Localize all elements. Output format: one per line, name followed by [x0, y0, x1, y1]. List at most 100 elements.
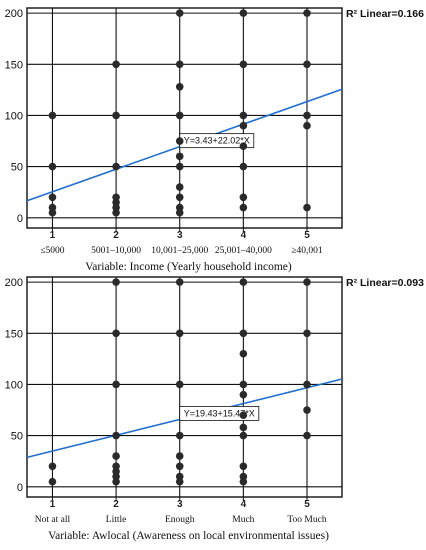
data-point: [175, 462, 184, 471]
data-point: [175, 452, 184, 460]
data-point: [112, 380, 120, 389]
r-squared-label: R² Linear=0.166: [346, 8, 424, 20]
plot-frame: [26, 7, 343, 229]
data-point: [239, 390, 248, 399]
data-point: [239, 462, 248, 471]
data-point: [48, 462, 57, 471]
data-point: [239, 203, 248, 212]
data-point: [303, 203, 311, 212]
x-tick-number: 1: [50, 230, 56, 241]
data-point: [175, 477, 184, 486]
data-point: [48, 208, 57, 217]
data-point: [239, 329, 248, 338]
y-tick-label: 100: [5, 379, 23, 391]
data-point: [175, 9, 184, 17]
x-axis-label: Variable: Awlocal (Awareness on local en…: [48, 530, 329, 542]
x-tick-number: 3: [177, 499, 183, 510]
data-point: [239, 278, 248, 286]
data-point: [239, 111, 248, 120]
data-point: [239, 349, 248, 358]
data-point: [175, 431, 184, 440]
y-tick-label: 100: [5, 110, 23, 122]
x-category-label: ≤5000: [40, 246, 64, 256]
x-category-label: Too Much: [287, 515, 326, 525]
data-point: [112, 60, 120, 69]
x-axis-label: Variable: Income (Yearly household incom…: [85, 261, 292, 273]
x-tick-number: 2: [113, 499, 119, 510]
data-point: [112, 278, 120, 286]
data-point: [175, 111, 184, 120]
awlocal-scatter-panel: 0 50 100 150 200 1 Not at all 2 Little 3 Enough 4 Mu…: [5, 276, 424, 542]
data-point: [175, 380, 184, 389]
data-point: [303, 9, 311, 17]
y-tick-label: 150: [5, 59, 23, 71]
data-point: [48, 162, 57, 171]
data-point: [175, 193, 184, 202]
data-point: [239, 162, 248, 171]
data-point: [239, 60, 248, 69]
data-point: [239, 121, 248, 130]
equation-box: [179, 405, 260, 421]
data-point: [175, 208, 184, 217]
data-point: [239, 142, 248, 150]
data-point: [112, 111, 120, 120]
data-point: [48, 111, 57, 120]
y-tick-label: 200: [5, 8, 23, 20]
y-tick-label: 0: [17, 482, 23, 494]
data-point: [303, 329, 311, 338]
data-point: [112, 162, 120, 171]
data-point: [239, 193, 248, 202]
data-point: [175, 137, 184, 145]
data-point: [303, 60, 311, 69]
data-point: [175, 152, 184, 161]
y-tick-label: 200: [5, 277, 23, 289]
data-point: [239, 9, 248, 17]
x-tick-number: 2: [113, 230, 119, 241]
data-point: [239, 423, 248, 432]
r-squared-label: R² Linear=0.093: [346, 277, 424, 289]
data-point: [112, 452, 120, 460]
x-category-label: Not at all: [35, 515, 71, 525]
y-tick-label: 50: [11, 431, 23, 443]
data-point: [239, 431, 248, 440]
y-tick-label: 150: [5, 328, 23, 340]
data-point: [303, 380, 311, 389]
x-category-label: 5001–10,000: [91, 246, 141, 256]
data-point: [303, 111, 311, 120]
data-point: [175, 162, 184, 171]
equation-label: Y=3.43+22.02*X: [184, 136, 250, 146]
data-point: [175, 278, 184, 286]
data-point: [239, 411, 248, 419]
data-point: [303, 406, 311, 414]
data-point: [303, 278, 311, 286]
x-category-label: Much: [232, 515, 254, 525]
data-point: [175, 183, 184, 191]
data-point: [303, 431, 311, 440]
x-category-label: Little: [106, 515, 127, 525]
x-tick-number: 5: [304, 499, 310, 510]
data-point: [48, 477, 57, 486]
data-point: [239, 477, 248, 486]
x-category-label: Enough: [165, 515, 195, 525]
data-point: [112, 329, 120, 338]
x-tick-number: 1: [50, 499, 56, 510]
data-point: [112, 431, 120, 440]
data-point: [112, 477, 120, 486]
data-point: [112, 208, 120, 217]
plot-frame: [26, 276, 343, 498]
data-point: [303, 121, 311, 130]
data-point: [175, 329, 184, 338]
x-tick-number: 3: [177, 230, 183, 241]
data-point: [175, 60, 184, 69]
x-tick-number: 5: [304, 230, 310, 241]
y-tick-label: 50: [11, 162, 23, 174]
data-point: [239, 380, 248, 389]
y-tick-label: 0: [17, 213, 23, 225]
x-category-label: ≥40,001: [291, 246, 323, 256]
data-point: [175, 82, 184, 91]
income-scatter-panel: 0 50 100 150 200 1 ≤5000 2 5001–10,000 3 10,001–25…: [5, 7, 424, 273]
x-category-label: 10,001–25,000: [151, 246, 208, 256]
x-tick-number: 4: [241, 230, 247, 241]
x-category-label: 25,001–40,000: [215, 246, 272, 256]
